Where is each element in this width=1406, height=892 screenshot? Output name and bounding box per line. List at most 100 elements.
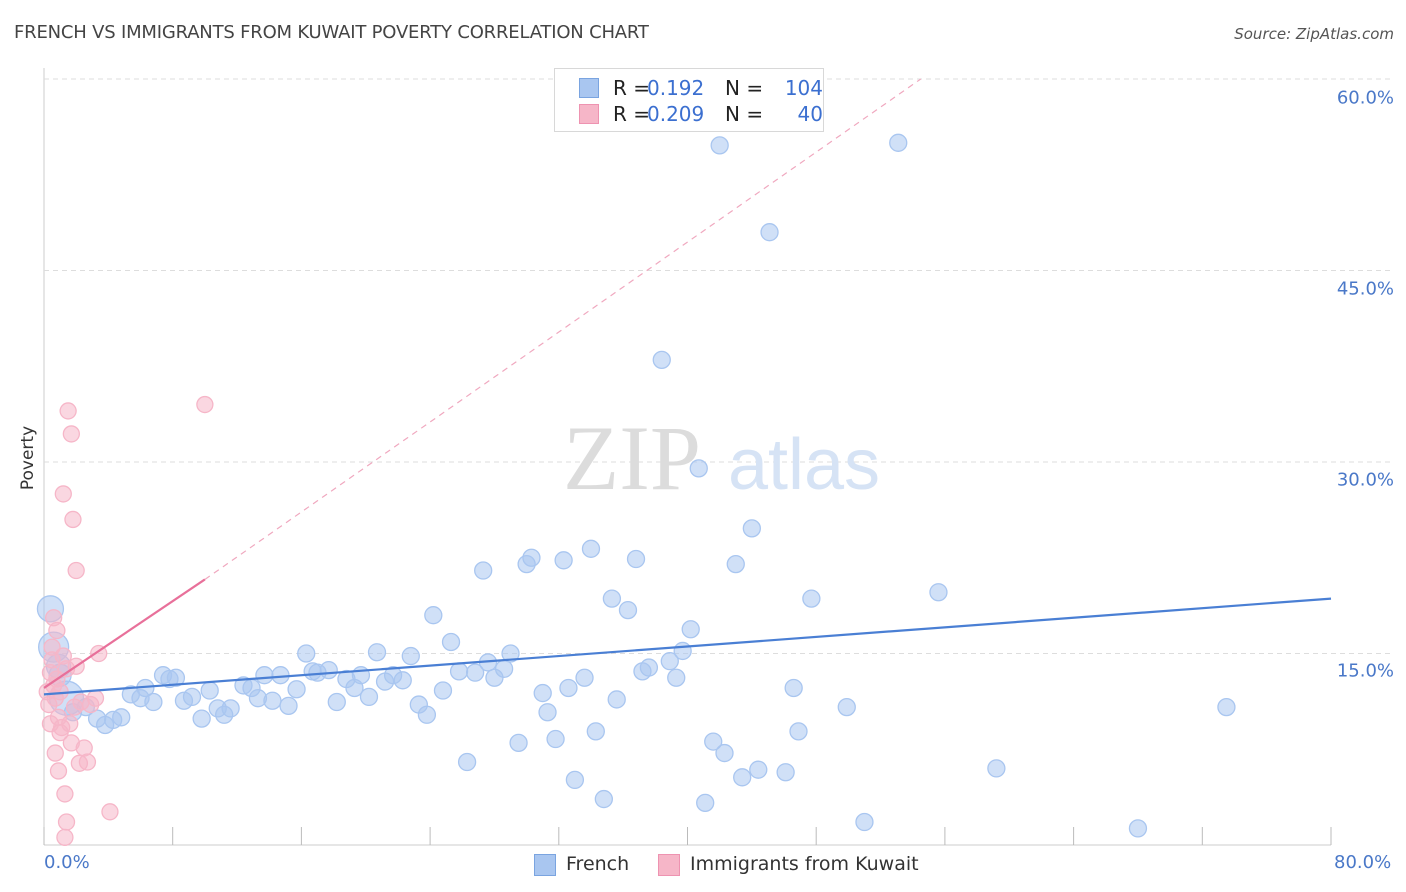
- french-point: [749, 760, 768, 779]
- watermark-zip: ZIP: [563, 407, 701, 509]
- kuwait-point: [59, 402, 77, 420]
- french-point: [192, 709, 211, 728]
- french-point: [575, 668, 594, 687]
- french-point: [855, 812, 874, 832]
- french-point: [726, 554, 745, 574]
- french-point: [594, 789, 613, 809]
- y-tick-label-15: 15.0%: [1336, 660, 1394, 682]
- french-point: [1128, 819, 1148, 838]
- french-point: [200, 681, 219, 700]
- french-point: [327, 692, 346, 712]
- kuwait-point: [62, 425, 80, 443]
- french-point: [715, 743, 734, 763]
- french-point: [449, 662, 469, 681]
- french-point: [667, 668, 686, 687]
- french-point: [433, 681, 453, 700]
- french-point: [1217, 697, 1236, 717]
- french-point: [297, 644, 316, 663]
- french-point: [182, 687, 202, 707]
- french-point: [760, 223, 779, 242]
- french-point: [166, 668, 186, 687]
- french-point: [696, 793, 715, 813]
- french-point: [221, 699, 240, 718]
- french-point: [565, 770, 585, 790]
- watermark-atlas: atlas: [728, 425, 880, 505]
- french-point: [704, 732, 723, 751]
- french-point: [652, 350, 671, 370]
- kuwait-point: [46, 744, 64, 762]
- french-point: [554, 551, 573, 570]
- french-point: [559, 678, 578, 698]
- french-point: [287, 680, 306, 699]
- kuwait-point: [56, 785, 74, 803]
- french-point: [776, 763, 795, 782]
- french-point: [929, 583, 948, 602]
- french-point: [681, 620, 700, 639]
- french-point: [367, 643, 387, 662]
- french-point: [607, 690, 626, 709]
- bottom-legend-swatch-kuwait: [658, 854, 680, 876]
- french-point: [112, 708, 131, 727]
- french-point: [710, 136, 729, 155]
- french-point: [424, 606, 443, 625]
- french-point: [802, 589, 821, 608]
- n-label: N =: [725, 76, 764, 100]
- french-point: [538, 703, 557, 722]
- legend-swatch-french: [579, 78, 599, 98]
- french-point: [546, 729, 565, 749]
- french-point: [660, 652, 679, 671]
- french-point: [263, 691, 282, 710]
- french-point: [279, 696, 298, 715]
- chart-title: FRENCH VS IMMIGRANTS FROM KUWAIT POVERTY…: [14, 22, 649, 43]
- source-label: Source: ZipAtlas.com: [1234, 25, 1394, 43]
- kuwait-point: [57, 813, 76, 831]
- french-point: [626, 549, 646, 569]
- french-point: [501, 644, 520, 663]
- french-point: [586, 722, 605, 741]
- gridlines: [43, 68, 1392, 846]
- kuwait-point: [75, 739, 93, 757]
- french-point: [255, 666, 274, 685]
- n-label: N =: [725, 102, 764, 126]
- kuwait-point: [48, 621, 66, 640]
- bottom-legend-label: French: [566, 853, 630, 875]
- french-point: [733, 768, 752, 787]
- french-point: [271, 666, 290, 685]
- french-point: [465, 663, 485, 682]
- french-point: [742, 519, 761, 538]
- r-label: R =: [613, 102, 651, 126]
- french-point: [509, 733, 528, 753]
- r-label: R =: [613, 76, 651, 100]
- french-point: [494, 659, 514, 678]
- y-tick-label-45: 45.0%: [1336, 278, 1394, 300]
- kuwait-point: [64, 510, 82, 529]
- kuwait-trend-line: [43, 578, 206, 689]
- french-trend-line: [43, 597, 1332, 696]
- watermark: ZIP atlas: [563, 407, 880, 509]
- kuwait-trend-extension: [204, 78, 922, 580]
- legend-swatch-kuwait: [579, 104, 599, 124]
- bottom-legend-swatch-french: [534, 854, 556, 876]
- french-point: [581, 539, 601, 558]
- kuwait-point: [86, 689, 105, 707]
- french-point: [441, 632, 461, 652]
- data-points: [36, 133, 1236, 846]
- french-point: [837, 697, 856, 717]
- french-point: [319, 660, 338, 680]
- french-point: [457, 752, 477, 772]
- n-value: 104: [784, 76, 823, 100]
- kuwait-point: [101, 803, 119, 821]
- kuwait-point: [49, 762, 68, 780]
- french-point: [618, 600, 638, 620]
- french-point: [987, 759, 1006, 778]
- french-point: [784, 678, 803, 698]
- french-point: [789, 722, 808, 741]
- french-point: [639, 658, 659, 677]
- french-point: [689, 459, 708, 478]
- kuwait-point: [54, 485, 72, 503]
- french-point: [474, 561, 493, 580]
- r-value: 0.209: [647, 102, 705, 126]
- n-value: 40: [797, 102, 823, 126]
- y-tick-label-60: 60.0%: [1336, 87, 1394, 109]
